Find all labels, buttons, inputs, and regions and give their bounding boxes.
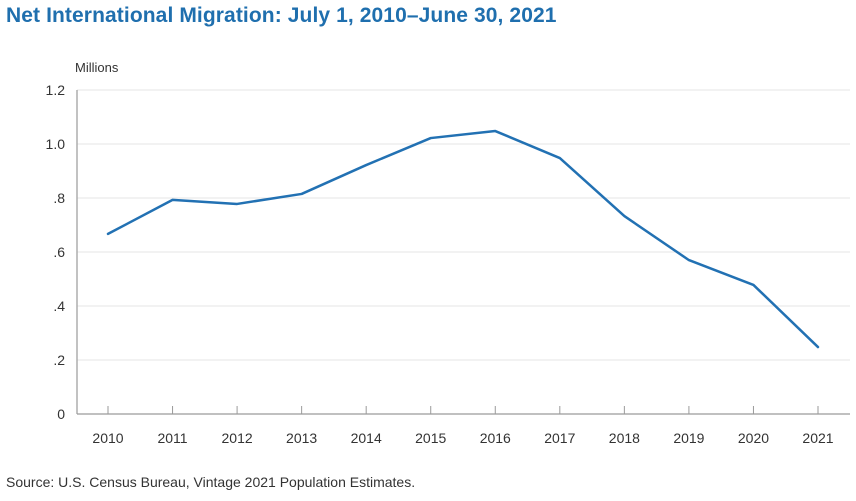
series-line <box>106 129 820 349</box>
y-axis-ticks: 0 .2 .4 .6 .8 1.0 1.2 <box>46 82 66 422</box>
x-tick-label: 2011 <box>157 430 187 446</box>
y-tick-label: 1.0 <box>46 136 66 152</box>
y-tick-label: .8 <box>53 190 65 206</box>
x-tick-label: 2019 <box>673 430 704 446</box>
x-tick-label: 2015 <box>415 430 446 446</box>
y-axis-unit-label: Millions <box>75 60 119 75</box>
y-tick-label: 0 <box>57 406 65 422</box>
x-tick-label: 2014 <box>351 430 382 446</box>
x-tick-label: 2016 <box>480 430 511 446</box>
gridlines <box>77 89 850 361</box>
source-note: Source: U.S. Census Bureau, Vintage 2021… <box>6 474 416 490</box>
x-tick-label: 2012 <box>222 430 253 446</box>
chart-title: Net International Migration: July 1, 201… <box>6 4 557 27</box>
y-tick-label: .2 <box>53 352 65 368</box>
series-layer <box>106 129 820 349</box>
y-tick-label: .6 <box>53 244 65 260</box>
y-tick-label: 1.2 <box>46 82 66 98</box>
x-axis-ticks: 2010 2011 2012 2013 2014 2015 2016 2017 2018 2019… <box>92 406 834 446</box>
x-tick-label: 2017 <box>544 430 575 446</box>
x-tick-label: 2020 <box>738 430 769 446</box>
x-tick-label: 2013 <box>286 430 317 446</box>
x-tick-label: 2018 <box>609 430 640 446</box>
x-tick-label: 2021 <box>802 430 833 446</box>
y-tick-label: .4 <box>53 298 65 314</box>
x-tick-label: 2010 <box>92 430 123 446</box>
